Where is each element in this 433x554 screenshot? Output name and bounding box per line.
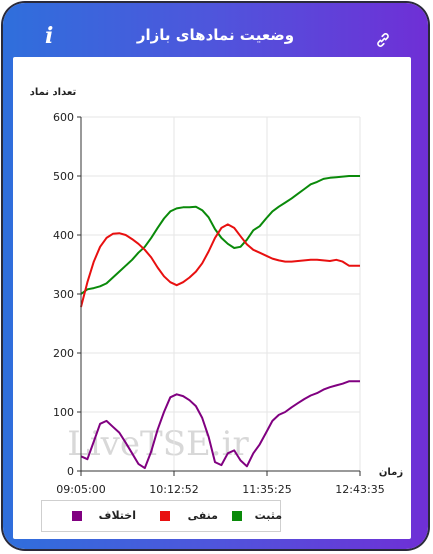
x-tick-label: 09:05:00 (56, 483, 105, 496)
x-tick-label: 11:35:25 (242, 483, 291, 496)
x-tick-label: 12:43:35 (335, 483, 384, 496)
card-header: i وضعیت نمادهای بازار (3, 3, 428, 57)
line-chart: تعداد نماد زمان LiveTSE.ir 0100200300400… (30, 87, 404, 496)
info-icon[interactable]: i (45, 23, 54, 49)
y-tick-label: 500 (53, 170, 74, 183)
card-frame: i وضعیت نمادهای بازار تعداد نماد زمان Li… (3, 3, 428, 549)
series-line-positive (80, 175, 360, 295)
chart-panel: تعداد نماد زمان LiveTSE.ir 0 100 200 300 400… (13, 57, 411, 539)
x-axis-title: زمان (379, 467, 403, 478)
legend-label-difference: اختلاف (98, 509, 136, 522)
legend-label-negative: منفی (187, 509, 218, 522)
y-tick-label: 0 (67, 465, 74, 478)
legend-swatch-positive (232, 511, 242, 521)
link-icon[interactable] (374, 31, 392, 49)
y-axis-title: تعداد نماد (30, 87, 77, 98)
x-tick-label: 10:12:52 (149, 483, 198, 496)
y-tick-label: 400 (53, 229, 74, 242)
card-title: وضعیت نمادهای بازار (136, 26, 295, 44)
legend-swatch-negative (160, 511, 170, 521)
chart-legend: مثبت منفی اختلاف (41, 500, 282, 532)
y-tick-label: 600 (53, 111, 74, 124)
legend-label-positive: مثبت (254, 509, 282, 522)
y-tick-label: 200 (53, 347, 74, 360)
series-line-negative (80, 223, 360, 308)
y-tick-label: 300 (53, 288, 74, 301)
series-line-difference (80, 380, 360, 470)
legend-swatch-difference (72, 511, 82, 521)
y-tick-label: 100 (53, 406, 74, 419)
